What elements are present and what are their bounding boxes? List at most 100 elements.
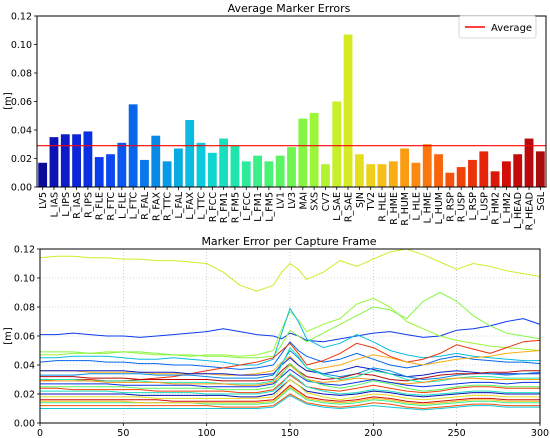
x-tick-label: L_FTC xyxy=(129,192,140,220)
bar xyxy=(354,154,364,187)
bar xyxy=(411,162,421,187)
series-line xyxy=(40,350,541,376)
bar-chart-legend: Average xyxy=(458,15,537,39)
x-tick-label: CV7 xyxy=(321,192,332,211)
bar xyxy=(117,142,127,187)
y-tick-label: 0.04 xyxy=(11,126,32,137)
x-tick-label: SXS xyxy=(310,192,321,211)
x-tick-label: R_HLE xyxy=(377,192,388,222)
x-tick-label: 200 xyxy=(364,428,382,438)
bar xyxy=(513,154,523,187)
x-tick-label: L_FM1 xyxy=(253,192,264,222)
y-tick-label: 0.08 xyxy=(11,69,32,80)
bar xyxy=(219,138,229,187)
x-tick-label: 250 xyxy=(448,428,466,438)
bar xyxy=(309,112,319,187)
bar xyxy=(196,142,206,187)
x-tick-label: R_HEAD xyxy=(525,192,536,230)
bar-chart-ylabel: [m] xyxy=(3,92,14,110)
series-line xyxy=(40,387,540,407)
bar xyxy=(72,134,82,187)
x-tick-label: R_FM5 xyxy=(230,192,241,223)
line-chart-y-axis: 0.00 0.02 0.04 0.06 0.08 0.10 0.12 xyxy=(14,245,40,430)
x-tick-label: SJN xyxy=(355,192,366,208)
line-chart-x-axis: 0 50 100 150 200 250 300 xyxy=(37,423,549,438)
x-tick-label: L_TTC xyxy=(197,192,208,220)
bar xyxy=(207,152,217,187)
bar xyxy=(456,167,466,187)
legend-label-average: Average xyxy=(491,23,532,34)
bar xyxy=(49,137,59,187)
y-tick-label: 0.10 xyxy=(14,274,35,285)
bar xyxy=(343,34,353,188)
series-line xyxy=(40,364,540,386)
series-line xyxy=(40,384,540,404)
bar xyxy=(83,131,93,187)
x-tick-label: R_FAL xyxy=(140,191,151,219)
x-tick-label: R_FM1 xyxy=(219,192,230,223)
bar xyxy=(264,161,274,187)
x-tick-label: R_TTC xyxy=(163,192,174,221)
bar xyxy=(366,164,376,187)
series-line xyxy=(39,341,541,370)
series-line xyxy=(40,318,541,343)
x-tick-label: 50 xyxy=(117,428,129,438)
x-tick-label: R_HUM xyxy=(400,192,411,226)
y-tick-label: 0.02 xyxy=(14,390,35,401)
series-line xyxy=(40,292,541,359)
y-tick-label: 0.06 xyxy=(14,332,35,343)
y-tick-label: 0.12 xyxy=(11,12,32,23)
line-chart-frame xyxy=(39,248,541,424)
x-tick-label: 0 xyxy=(37,428,43,438)
x-tick-label: 300 xyxy=(531,428,549,438)
x-tick-label: L_HME xyxy=(423,192,434,223)
x-tick-label: R_USP xyxy=(457,192,468,222)
bar xyxy=(151,135,161,187)
bar-chart-x-axis: LV5 L_IAS L_IPS R_IAS R_IPS R_FLE R_FTC L_FLE L_… xyxy=(38,187,547,230)
bar xyxy=(321,164,330,187)
x-tick-label: R_FAX xyxy=(151,192,162,221)
bar xyxy=(400,148,410,187)
bar xyxy=(377,164,387,187)
y-tick-label: 0.08 xyxy=(14,303,35,314)
y-tick-label: 0.00 xyxy=(14,419,35,430)
bar xyxy=(140,159,149,187)
bar xyxy=(275,155,285,187)
bar xyxy=(434,154,443,187)
bar xyxy=(173,148,183,187)
series-line xyxy=(40,368,540,388)
bar-chart-title: Average Marker Errors xyxy=(228,2,351,15)
x-tick-label: L_USP xyxy=(479,192,490,221)
series-line xyxy=(40,374,540,394)
x-tick-label: L_FM5 xyxy=(264,192,275,222)
series-line xyxy=(40,357,540,378)
series-line xyxy=(40,386,540,405)
series-line xyxy=(40,350,541,380)
x-tick-label: L_FLE xyxy=(117,192,128,219)
x-tick-label: LV3 xyxy=(287,192,298,209)
x-tick-label: L_FCC xyxy=(242,192,253,221)
x-tick-label: L_HUM xyxy=(434,192,445,224)
y-tick-label: 0.12 xyxy=(14,245,35,256)
bar-chart: Average Marker Errors [m] 0.000.020.040.… xyxy=(3,2,547,230)
x-tick-label: L_HM2 xyxy=(502,192,513,223)
x-tick-label: R_FTC xyxy=(106,192,117,221)
x-tick-label: SGL xyxy=(536,191,547,210)
x-tick-label: R_FLE xyxy=(95,192,106,220)
x-tick-label: R_SAE xyxy=(344,192,355,222)
x-tick-label: L_SAE xyxy=(332,192,343,221)
series-line xyxy=(40,379,540,401)
x-tick-label: L_IPS xyxy=(61,192,72,217)
bar xyxy=(253,155,262,187)
x-tick-label: L_HLE xyxy=(411,192,422,220)
series-line xyxy=(40,307,540,366)
x-tick-label: R_FCC xyxy=(208,192,219,222)
bar xyxy=(479,151,489,187)
x-tick-label: TV2 xyxy=(366,192,377,211)
bar-chart-bars xyxy=(38,34,545,188)
x-tick-label: L_FAX xyxy=(185,192,196,220)
bar xyxy=(230,145,240,187)
bar xyxy=(287,147,296,187)
bar xyxy=(490,171,500,187)
x-tick-label: MAI xyxy=(298,192,309,210)
